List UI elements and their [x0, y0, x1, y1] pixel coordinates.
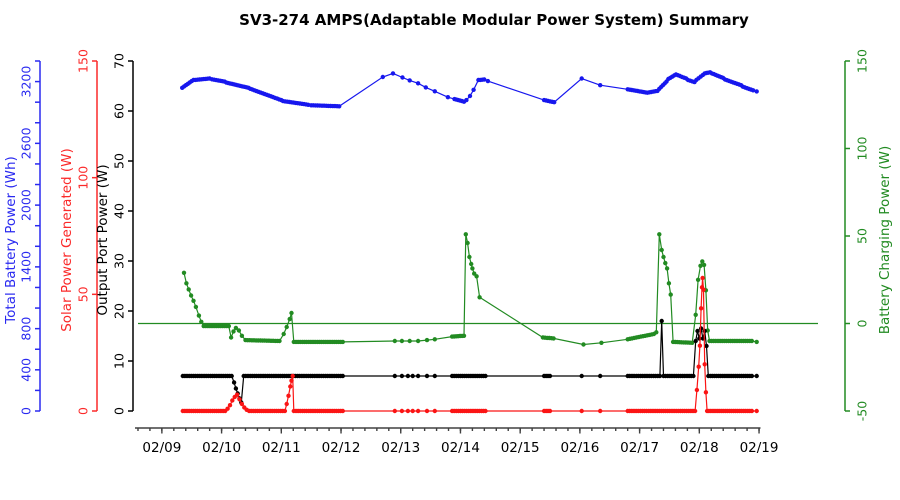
x-axis-label: 02/11	[262, 440, 301, 456]
x-axis-label: 02/19	[740, 440, 779, 456]
y-axis-title-output: Output Port Power (W)	[95, 164, 111, 315]
y-tick-label-battery: 2600	[19, 127, 34, 159]
y-axis-title-battery: Total Battery Power (Wh)	[3, 156, 19, 325]
x-axis-label: 02/09	[142, 440, 181, 456]
y-tick-label-output: 30	[112, 253, 127, 269]
y-tick-label-charge: 150	[855, 49, 870, 73]
x-axis-label: 02/16	[560, 440, 599, 456]
x-axis: 02/09 02/10 02/11 02/12 02/13 02/14 02/15 02/16…	[135, 427, 779, 456]
y-axis-solar: 0 50 100 150 Solar Power Generated (W)	[59, 49, 98, 415]
series-solar	[180, 275, 759, 414]
y-tick-label-output: 60	[112, 103, 127, 119]
series-battery	[180, 70, 759, 109]
y-axis-battery: 0 400 800 1400 2000 2600 3200 Total Battery Pow…	[3, 60, 41, 415]
y-tick-label-output: 50	[112, 153, 127, 169]
x-axis-label: 02/10	[202, 440, 241, 456]
y-tick-label-battery: 400	[19, 358, 34, 382]
series-charge	[181, 232, 759, 347]
y-axis-output: 0 10 20 30 40 50 60 70 Output Port Power (W)	[95, 53, 134, 415]
y-axis-title-solar: Solar Power Generated (W)	[59, 148, 75, 332]
y-tick-label-solar: 0	[76, 407, 91, 415]
y-tick-label-charge: -50	[855, 401, 870, 421]
x-axis-label: 02/12	[322, 440, 361, 456]
y-axis-title-charge: Battery Charging Power (W)	[877, 146, 893, 335]
y-tick-label-solar: 50	[76, 286, 91, 302]
y-tick-label-output: 20	[112, 303, 127, 319]
y-tick-label-battery: 800	[19, 317, 34, 341]
y-tick-label-charge: 100	[855, 137, 870, 161]
y-axis-charge: -50 0 50 100 150 Battery Charging Power (W)	[844, 49, 893, 421]
y-tick-label-output: 70	[112, 53, 127, 69]
y-tick-label-battery: 3200	[19, 66, 34, 98]
x-axis-label: 02/14	[441, 440, 480, 456]
y-tick-label-battery: 0	[19, 407, 34, 415]
y-tick-label-battery: 2000	[19, 189, 34, 221]
y-tick-label-charge: 50	[855, 228, 870, 244]
y-tick-label-output: 10	[112, 353, 127, 369]
y-tick-label-solar: 150	[76, 49, 91, 73]
chart-title: SV3-274 AMPS(Adaptable Modular Power Sys…	[239, 11, 749, 29]
x-axis-label: 02/17	[620, 440, 659, 456]
y-tick-label-output: 0	[112, 407, 127, 415]
y-tick-label-battery: 1400	[19, 251, 34, 283]
x-axis-label: 02/18	[680, 440, 719, 456]
y-tick-label-solar: 100	[76, 166, 91, 190]
y-tick-label-charge: 0	[855, 319, 870, 327]
x-axis-label: 02/15	[501, 440, 540, 456]
x-axis-label: 02/13	[381, 440, 420, 456]
y-tick-label-output: 40	[112, 203, 127, 219]
